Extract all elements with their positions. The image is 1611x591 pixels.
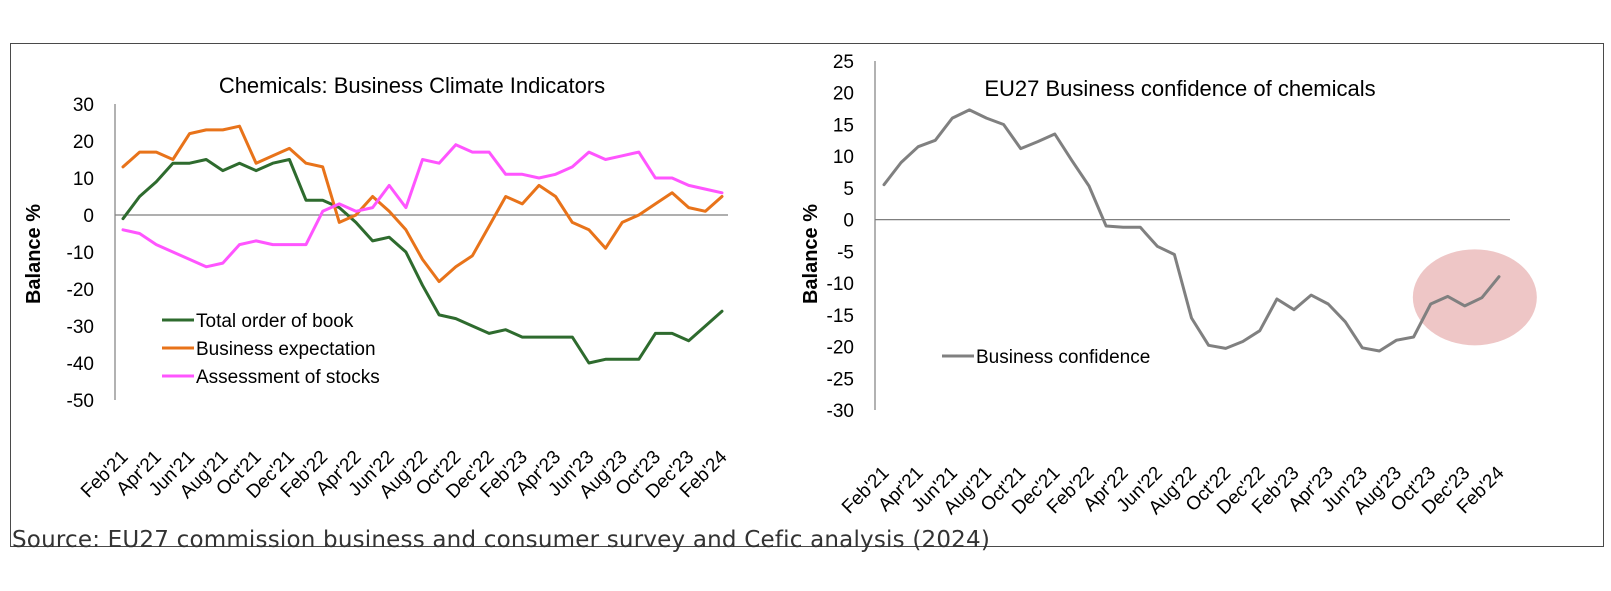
y-tick-label: -20 xyxy=(827,338,854,359)
y-tick-label: -5 xyxy=(837,242,854,263)
series-line-business-expectation xyxy=(121,124,724,284)
chart-title: Chemicals: Business Climate Indicators xyxy=(219,73,605,98)
y-tick-label: -40 xyxy=(67,354,94,375)
legend-label-business-confidence: Business confidence xyxy=(976,347,1150,368)
y-tick-label: -30 xyxy=(827,401,854,422)
y-tick-label: -15 xyxy=(827,306,854,327)
chart-title: EU27 Business confidence of chemicals xyxy=(984,76,1375,101)
chart-frame xyxy=(10,43,1604,547)
business-confidence-chart: 2520151050-5-10-15-20-25-30Feb'21Apr'21J… xyxy=(800,52,1537,519)
y-tick-label: 10 xyxy=(833,147,854,168)
y-tick-label: 5 xyxy=(843,179,854,200)
business-climate-chart: 3020100-10-20-30-40-50Feb'21Apr'21Jun'21… xyxy=(23,73,732,503)
y-tick-label: 20 xyxy=(73,132,94,153)
y-tick-label: 25 xyxy=(833,52,854,73)
y-axis-label: Balance % xyxy=(23,204,45,304)
series-line-assessment-of-stocks xyxy=(121,143,724,269)
y-axis-label: Balance % xyxy=(800,204,822,304)
series-line-total-order-of-book xyxy=(121,158,724,365)
y-tick-label: -25 xyxy=(827,369,854,390)
legend-label-business-expectation: Business expectation xyxy=(196,339,376,360)
y-tick-label: 10 xyxy=(73,169,94,190)
source-note: Source: EU27 commission business and con… xyxy=(12,527,990,553)
y-tick-label: 20 xyxy=(833,84,854,105)
y-tick-label: -10 xyxy=(827,274,854,295)
series-line-business-confidence xyxy=(882,108,1501,353)
highlight-ellipse xyxy=(1412,249,1537,346)
y-tick-label: -20 xyxy=(67,280,94,301)
y-tick-label: 15 xyxy=(833,115,854,136)
legend-label-total-order-of-book: Total order of book xyxy=(196,311,354,332)
legend-label-assessment-of-stocks: Assessment of stocks xyxy=(196,367,380,388)
y-tick-label: 30 xyxy=(73,95,94,116)
y-tick-label: -10 xyxy=(67,243,94,264)
y-tick-label: 0 xyxy=(843,211,854,232)
y-tick-label: -50 xyxy=(67,391,94,412)
y-tick-label: -30 xyxy=(67,317,94,338)
y-tick-label: 0 xyxy=(83,206,94,227)
